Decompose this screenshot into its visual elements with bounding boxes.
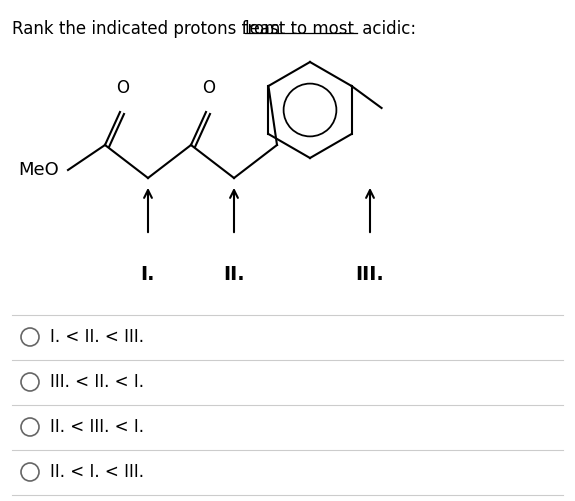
Text: O: O: [202, 79, 216, 97]
Text: O: O: [117, 79, 129, 97]
Text: II. < III. < I.: II. < III. < I.: [50, 418, 144, 436]
Text: I. < II. < III.: I. < II. < III.: [50, 328, 144, 346]
Text: III. < II. < I.: III. < II. < I.: [50, 373, 144, 391]
Text: MeO: MeO: [18, 161, 59, 179]
Text: II.: II.: [223, 265, 245, 284]
Text: Rank the indicated protons from: Rank the indicated protons from: [12, 20, 286, 38]
Text: least to most: least to most: [245, 20, 354, 38]
Text: I.: I.: [141, 265, 155, 284]
Text: acidic:: acidic:: [357, 20, 416, 38]
Text: II. < I. < III.: II. < I. < III.: [50, 463, 144, 481]
Text: III.: III.: [355, 265, 384, 284]
